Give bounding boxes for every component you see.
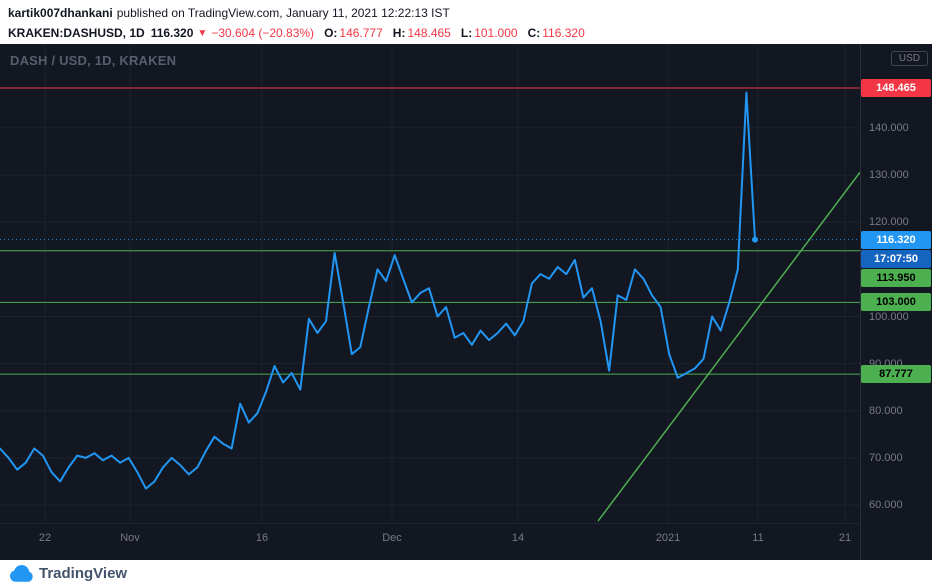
- tradingview-link[interactable]: TradingView: [9, 564, 127, 583]
- high-value: 148.465: [407, 26, 451, 40]
- price-line: [0, 91, 756, 490]
- change-value: −30.604 (−20.83%): [211, 26, 315, 40]
- time-tick-label: 16: [255, 532, 269, 544]
- open-value: 146.777: [339, 26, 383, 40]
- price-tick-label: 140.000: [869, 121, 909, 134]
- high-label: H:: [392, 26, 406, 40]
- price-badge: 87.777: [861, 365, 931, 384]
- close-value: 116.320: [542, 26, 585, 40]
- chart-area: DASH / USD, 1D, KRAKEN USD 140.000 130.00…: [0, 44, 932, 560]
- time-tick-label: 11: [752, 532, 764, 544]
- price-tick-label: 100.000: [869, 310, 909, 323]
- ohlc-open: O: 146.777: [324, 26, 383, 40]
- publish-info-row: kartik007dhankani published on TradingVi…: [8, 3, 924, 23]
- last-price-marker: [752, 236, 758, 243]
- close-label: C:: [527, 26, 541, 40]
- price-badge: 103.000: [861, 293, 931, 312]
- price-tick-label: 130.000: [869, 169, 909, 182]
- price-badge: 116.320: [861, 230, 931, 249]
- time-tick-label: 2021: [655, 532, 681, 544]
- change-down-arrow-icon: ▼: [197, 27, 208, 39]
- symbol-info-row: KRAKEN:DASHUSD, 1D 116.320 ▼ −30.604 (−2…: [8, 23, 924, 43]
- time-tick-label: 14: [511, 532, 525, 544]
- last-price: 116.320: [150, 26, 194, 40]
- price-axis[interactable]: USD 140.000 130.000 120.000 100.000 90.000 80…: [860, 44, 932, 560]
- symbol-title: KRAKEN:DASHUSD, 1D: [8, 26, 145, 40]
- price-tick-label: 80.000: [869, 404, 903, 417]
- ohlc-close: C: 116.320: [528, 26, 585, 40]
- price-chart[interactable]: [0, 44, 860, 560]
- time-axis[interactable]: 22 Nov 16 Dec 14 2021 11 21: [0, 523, 860, 560]
- tradingview-cloud-logo-icon: [9, 564, 33, 582]
- published-text: published on TradingView.com, January 11…: [116, 6, 450, 20]
- price-tick-label: 70.000: [869, 451, 903, 464]
- low-label: L:: [460, 26, 473, 40]
- price-tick-label: 120.000: [869, 216, 909, 229]
- currency-toggle-button[interactable]: USD: [890, 51, 928, 66]
- tradingview-wordmark: TradingView: [39, 564, 128, 582]
- price-tick-label: 60.000: [869, 499, 903, 512]
- price-badge: 17:07:50: [861, 249, 931, 268]
- published-header: kartik007dhankani published on TradingVi…: [0, 0, 932, 44]
- footer-bar: TradingView: [0, 560, 932, 586]
- time-tick-label: 22: [38, 532, 52, 544]
- price-badge: 148.465: [861, 79, 931, 97]
- price-badge: 113.950: [861, 268, 931, 287]
- low-value: 101.000: [474, 26, 518, 40]
- ohlc-low: L: 101.000: [461, 26, 518, 40]
- time-tick-label: Dec: [382, 532, 402, 544]
- chart-watermark: DASH / USD, 1D, KRAKEN: [10, 53, 177, 68]
- time-tick-label: Nov: [120, 532, 140, 544]
- author-name: kartik007dhankani: [8, 6, 113, 20]
- ohlc-high: H: 148.465: [393, 26, 451, 40]
- trend-line[interactable]: [597, 171, 860, 522]
- open-label: O:: [324, 26, 338, 40]
- time-tick-label: 21: [838, 532, 852, 544]
